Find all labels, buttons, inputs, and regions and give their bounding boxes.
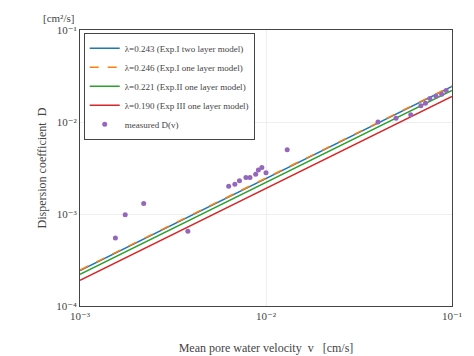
svg-text:[cm²/s]: [cm²/s]	[43, 12, 74, 24]
svg-text:10⁻²: 10⁻²	[256, 310, 277, 322]
svg-text:λ=0.190 (Exp III one layer mod: λ=0.190 (Exp III one layer model)	[125, 101, 249, 111]
svg-text:Mean pore water velocity v: Mean pore water velocity v [cm/s]	[179, 341, 354, 355]
svg-text:Dispersion coefficient D: Dispersion coefficient D	[35, 107, 49, 228]
svg-text:λ=0.243 (Exp.I two layer model: λ=0.243 (Exp.I two layer model)	[125, 44, 243, 54]
svg-text:10⁻¹: 10⁻¹	[57, 24, 77, 36]
svg-text:10⁻¹: 10⁻¹	[442, 310, 462, 322]
svg-text:10⁻⁴: 10⁻⁴	[56, 300, 77, 312]
svg-text:λ=0.246 (Exp.I one layer model: λ=0.246 (Exp.I one layer model)	[125, 63, 243, 73]
svg-text:10⁻³: 10⁻³	[70, 310, 91, 322]
svg-text:measured D(v): measured D(v)	[125, 120, 179, 130]
svg-text:10⁻²: 10⁻²	[57, 116, 78, 128]
svg-text:λ=0.221 (Exp.II one layer mode: λ=0.221 (Exp.II one layer model)	[125, 82, 246, 92]
svg-text:10⁻³: 10⁻³	[57, 208, 78, 220]
